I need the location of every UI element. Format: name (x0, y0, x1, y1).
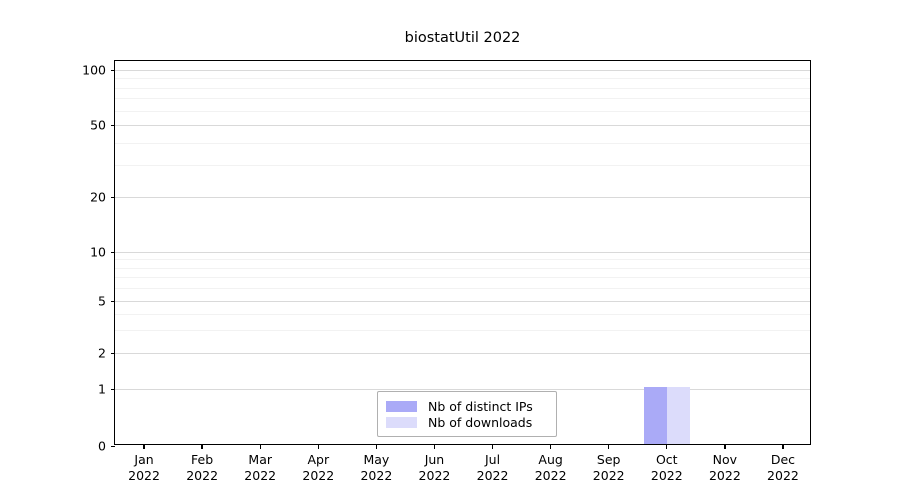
x-tick-label: Feb 2022 (186, 452, 218, 484)
y-tick-label: 1 (98, 381, 106, 397)
x-tick-month: Jun (424, 452, 445, 467)
x-tick-mark (666, 444, 668, 449)
y-tick-mark (110, 389, 115, 391)
x-tick-month: Aug (538, 452, 563, 467)
x-tick-mark (375, 444, 378, 449)
x-tick-month: May (363, 452, 390, 467)
x-tick-mark (608, 444, 610, 449)
x-tick-label: Jan 2022 (128, 452, 160, 484)
y-tick-mark (110, 301, 115, 303)
chart-legend: Nb of distinct IPs Nb of downloads (377, 391, 557, 437)
gridline-major (115, 252, 810, 253)
x-tick-mark (724, 444, 726, 449)
x-tick-year: 2022 (244, 468, 277, 483)
gridline-major (115, 197, 810, 198)
y-tick-mark (110, 125, 115, 127)
x-tick-month: Dec (770, 452, 796, 467)
x-tick-label: Nov 2022 (709, 452, 741, 484)
gridline-major (115, 125, 810, 126)
x-tick-label: Aug 2022 (535, 452, 567, 484)
x-tick-year: 2022 (302, 468, 335, 483)
y-tick-label: 10 (90, 244, 106, 260)
x-tick-month: Jan (134, 452, 154, 467)
gridline-major (115, 389, 810, 390)
gridline-major (115, 353, 810, 354)
gridline-minor (115, 288, 810, 290)
gridline-minor (115, 78, 810, 80)
gridline-minor (115, 98, 810, 100)
bar (666, 387, 690, 444)
legend-item: Nb of distinct IPs (386, 398, 548, 414)
bar (643, 387, 667, 444)
x-tick-month: Apr (307, 452, 330, 467)
x-tick-year: 2022 (418, 468, 451, 483)
x-tick-year: 2022 (708, 468, 741, 483)
gridline-minor (115, 277, 810, 279)
legend-swatch (386, 416, 417, 428)
x-tick-year: 2022 (360, 468, 393, 483)
legend-swatch (386, 400, 417, 412)
x-tick-year: 2022 (767, 468, 799, 483)
x-tick-year: 2022 (534, 468, 567, 483)
y-tick-label: 2 (98, 345, 106, 361)
y-tick-label: 0 (98, 438, 106, 454)
gridline-minor (115, 142, 810, 144)
gridline-minor (115, 329, 810, 331)
y-tick-label: 20 (90, 189, 106, 205)
x-tick-year: 2022 (650, 468, 683, 483)
x-tick-month: Feb (191, 452, 214, 467)
x-tick-mark (549, 444, 552, 449)
x-tick-label: Dec 2022 (767, 452, 799, 484)
y-tick-mark (110, 353, 115, 355)
x-tick-month: Jul (484, 452, 501, 467)
y-tick-mark (110, 70, 115, 72)
x-tick-month: Oct (655, 452, 678, 467)
x-tick-month: Nov (712, 452, 738, 467)
x-tick-year: 2022 (476, 468, 509, 483)
gridline-minor (115, 259, 810, 261)
x-tick-label: Sep 2022 (593, 452, 625, 484)
x-tick-mark (491, 444, 494, 449)
y-tick-mark (110, 446, 115, 448)
legend-label: Nb of distinct IPs (428, 398, 533, 414)
x-tick-label: Apr 2022 (302, 452, 334, 484)
x-tick-label: Mar 2022 (244, 452, 276, 484)
x-tick-label: Jun 2022 (419, 452, 451, 484)
y-tick-label: 100 (82, 62, 106, 78)
y-tick-label: 50 (90, 117, 106, 133)
gridline-minor (115, 313, 810, 315)
x-tick-mark (259, 444, 261, 449)
gridline-minor (115, 110, 810, 112)
x-tick-year: 2022 (128, 468, 160, 483)
gridline-major (115, 70, 810, 71)
x-tick-month: Sep (596, 452, 621, 467)
gridline-major (115, 301, 810, 302)
x-tick-month: Mar (248, 452, 272, 467)
gridlines (115, 61, 810, 444)
x-tick-label: Jul 2022 (477, 452, 509, 484)
x-tick-mark (143, 444, 145, 449)
bars-layer (115, 61, 810, 444)
x-tick-mark (782, 444, 784, 449)
chart-title: biostatUtil 2022 (404, 30, 521, 46)
x-tick-mark (433, 444, 436, 449)
gridline-minor (115, 165, 810, 167)
x-tick-label: Oct 2022 (651, 452, 683, 484)
y-tick-mark (110, 197, 115, 199)
plot-area: 0 1 2 5 10 20 50 100 Jan 2022 Feb 2022 Mar 2022 Apr 20… (82, 60, 811, 483)
legend-item: Nb of downloads (386, 414, 548, 430)
x-tick-year: 2022 (186, 468, 219, 483)
x-tick-year: 2022 (592, 468, 625, 483)
x-tick-mark (201, 444, 203, 449)
gridline-minor (115, 87, 810, 89)
gridline-minor (115, 267, 810, 269)
y-tick-label: 5 (98, 293, 106, 309)
x-tick-mark (317, 444, 319, 449)
y-tick-mark (110, 252, 115, 254)
x-tick-label: May 2022 (360, 452, 392, 484)
legend-label: Nb of downloads (428, 414, 533, 430)
